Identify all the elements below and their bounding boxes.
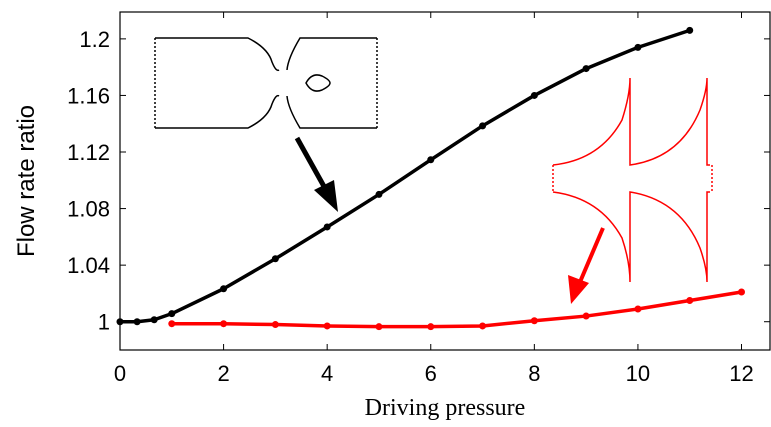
y-tick-label: 1.2 — [79, 27, 110, 52]
data-point — [530, 91, 538, 99]
data-point — [427, 323, 435, 331]
data-point — [375, 323, 383, 331]
inset-cavities — [552, 77, 713, 283]
y-tick-label: 1.04 — [67, 253, 110, 278]
data-point — [427, 156, 435, 164]
x-tick-label: 8 — [528, 361, 540, 386]
y-axis-label: Flow rate ratio — [13, 105, 40, 257]
arrow-red-head — [568, 275, 589, 304]
data-point — [738, 288, 746, 296]
data-point — [479, 322, 487, 330]
series-line — [120, 28, 691, 324]
plot-frame — [119, 11, 771, 351]
data-point — [375, 190, 383, 198]
data-point — [133, 318, 141, 326]
inset-red-ends — [552, 165, 713, 192]
data-point — [686, 26, 694, 34]
x-tick-label: 0 — [114, 361, 126, 386]
data-point — [220, 285, 228, 293]
data-point — [686, 297, 694, 305]
data-point — [220, 320, 228, 328]
x-axis-label: Driving pressure — [365, 395, 526, 421]
data-point — [582, 312, 590, 320]
arrow-black — [294, 136, 329, 192]
arrow-black-head — [314, 180, 338, 212]
data-point — [323, 322, 331, 330]
inset-wall-bottom — [155, 94, 377, 129]
data-point — [634, 305, 642, 313]
arrow-red — [578, 227, 605, 283]
data-point — [168, 310, 176, 318]
y-tick-label: 1 — [98, 310, 110, 335]
inset-constriction — [154, 37, 378, 129]
data-point — [479, 122, 487, 130]
data-point — [323, 223, 331, 231]
inset-droplet — [305, 74, 331, 92]
data-point — [168, 320, 176, 328]
x-tick-label: 12 — [729, 361, 753, 386]
plot: 0 2 4 6 8 10 12 1 1.04 1.08 1.12 1.16 1.2 — [67, 12, 770, 386]
data-point — [271, 255, 279, 263]
x-tick-label: 6 — [425, 361, 437, 386]
data-point — [634, 43, 642, 51]
x-tick-label: 4 — [321, 361, 333, 386]
inset-wall-top — [155, 37, 377, 72]
y-tick-label: 1.16 — [67, 83, 110, 108]
data-point — [582, 65, 590, 73]
y-tick-label: 1.12 — [67, 140, 110, 165]
series-line — [171, 290, 742, 329]
data-point — [530, 317, 538, 325]
y-tick-label: 1.08 — [67, 197, 110, 222]
x-tick-label: 2 — [217, 361, 229, 386]
inset-ends — [154, 38, 378, 128]
data-point — [271, 321, 279, 329]
data-point — [150, 316, 158, 324]
inset-red-bottom — [552, 191, 710, 283]
inset-red-top — [552, 77, 710, 166]
data-point — [116, 318, 124, 326]
x-tick-label: 10 — [626, 361, 650, 386]
